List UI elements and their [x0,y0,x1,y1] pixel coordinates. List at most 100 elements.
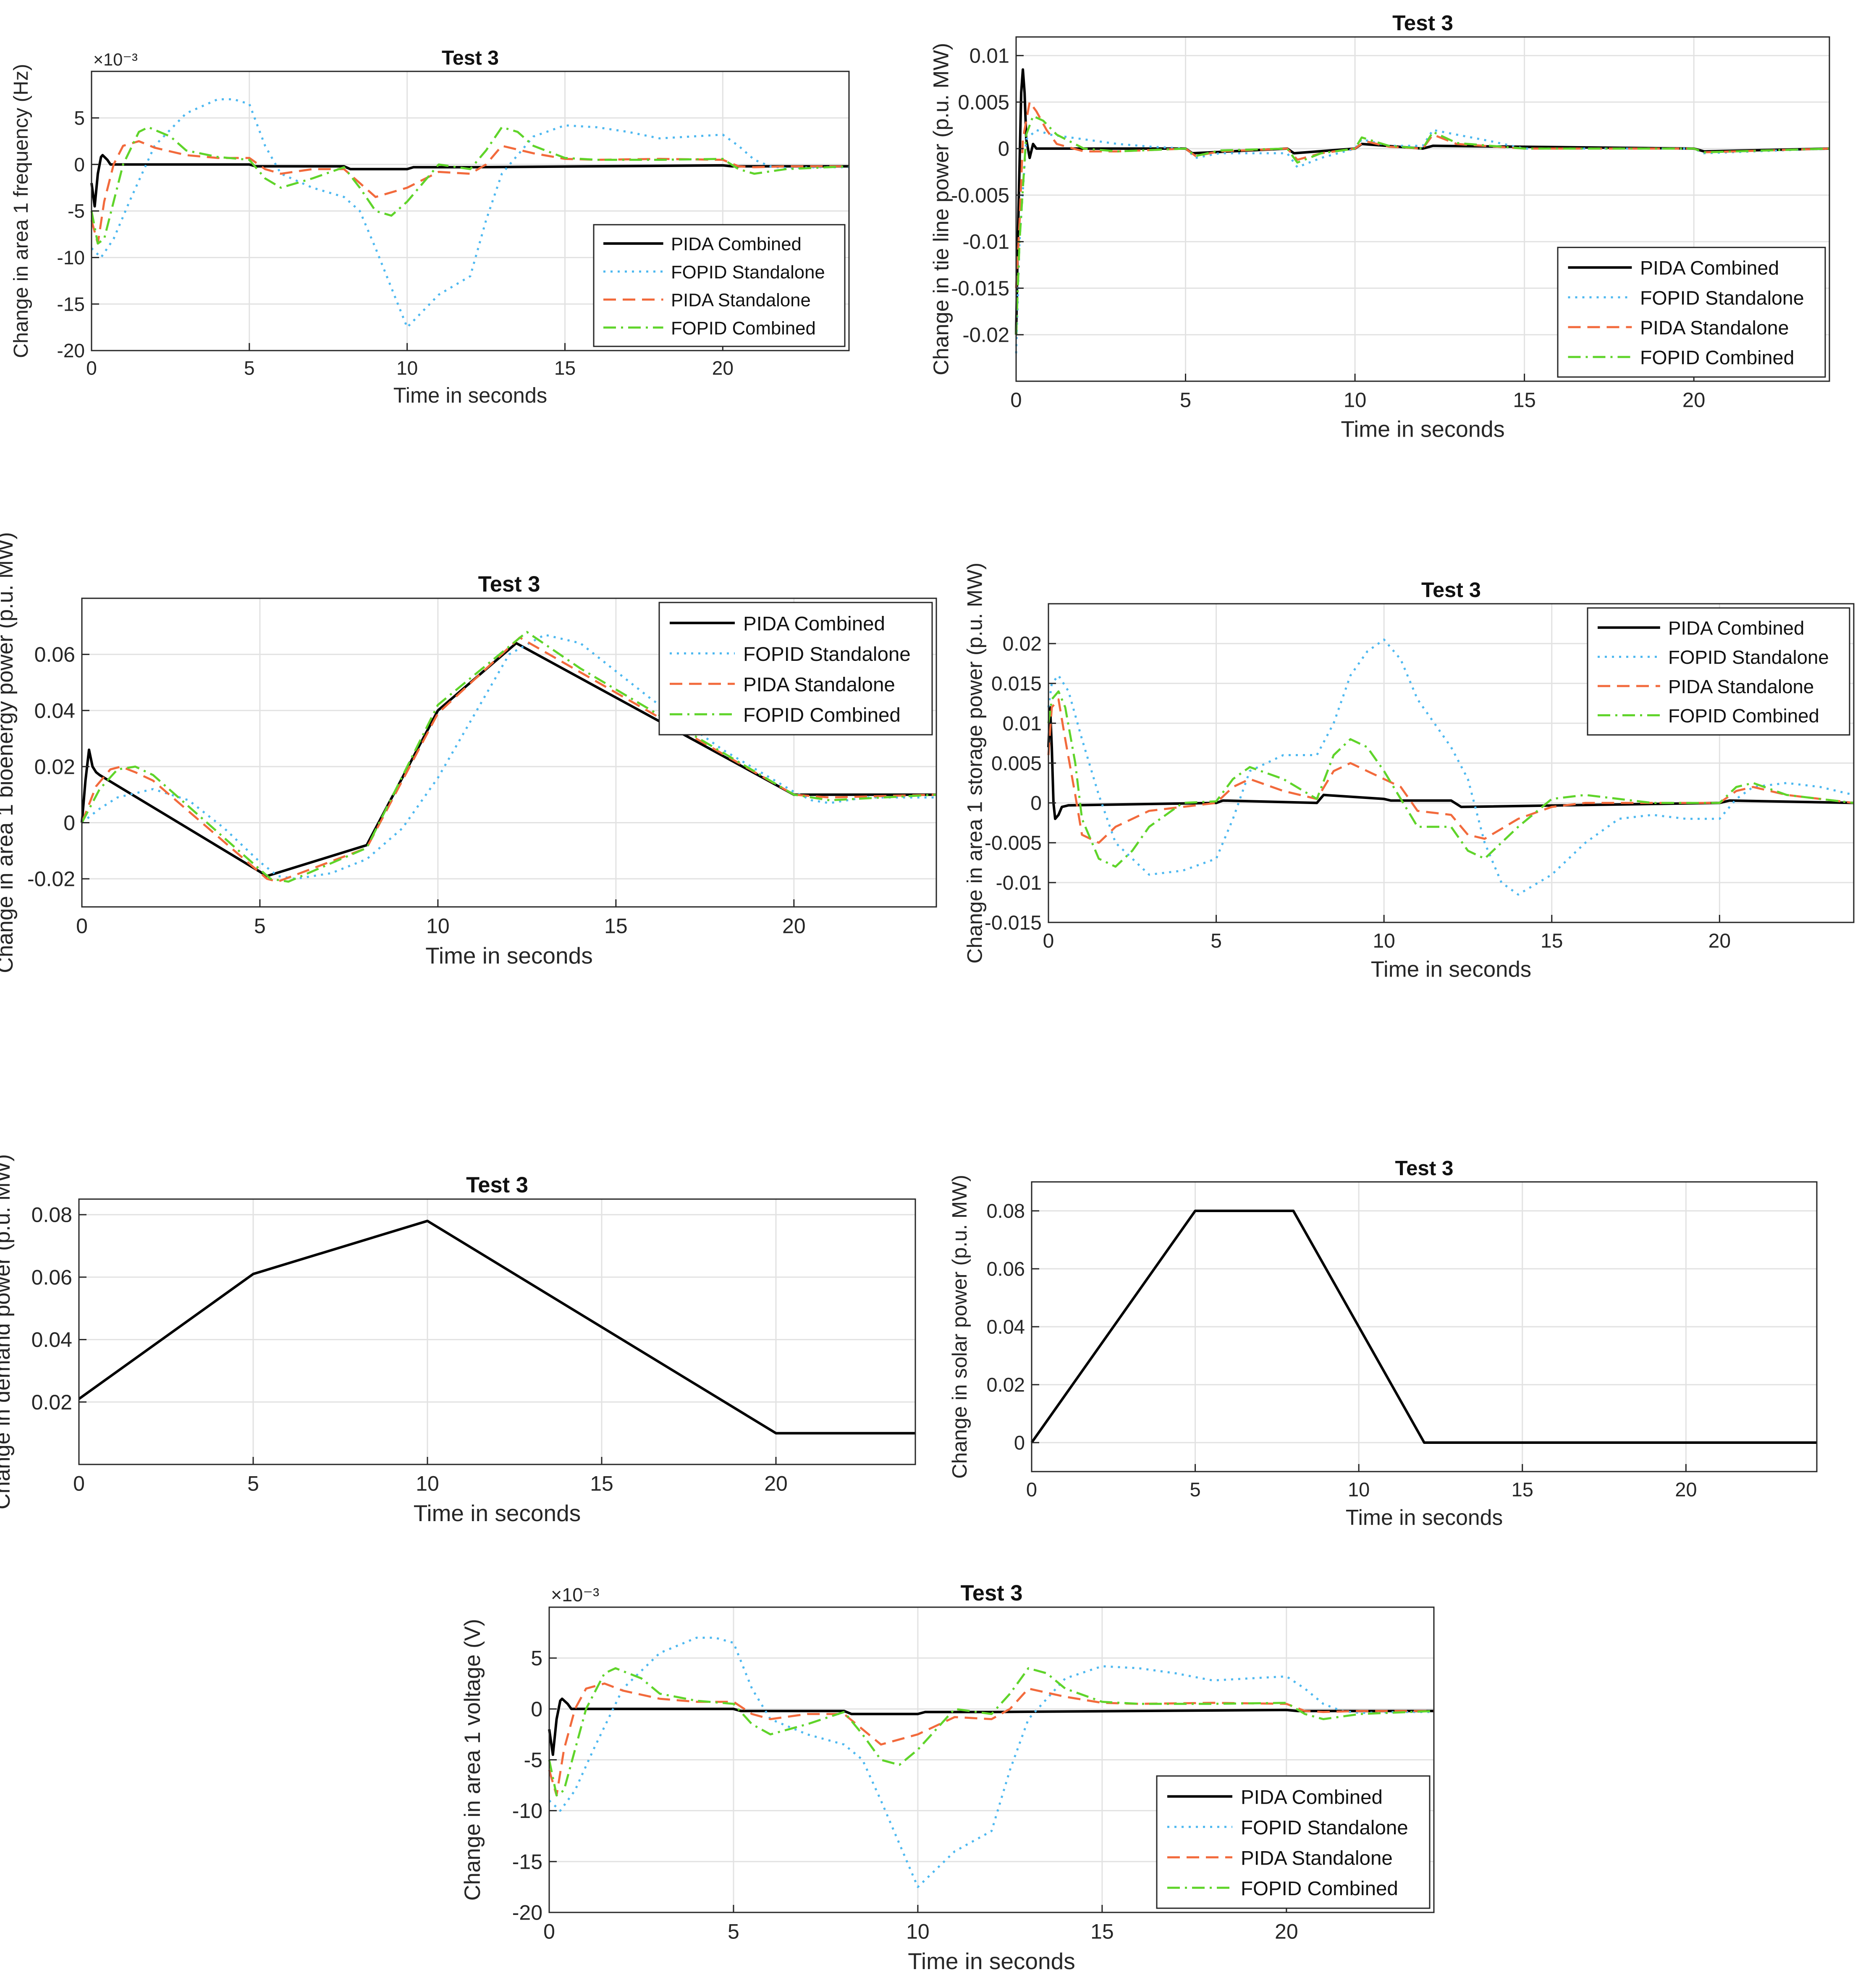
legend-entry: FOPID Standalone [1668,647,1829,668]
chart-title: Test 3 [961,1581,1023,1606]
x-tick-label: 0 [86,357,97,379]
series-line-pida-combined [548,1697,1434,1756]
series-line-fopid-combined [548,1667,1434,1797]
x-tick-label: 20 [1708,930,1731,952]
y-tick-label: -10 [512,1799,542,1823]
axes-box [1015,36,1830,382]
x-tick-label: 20 [764,1472,788,1496]
x-tick-label: 10 [416,1472,439,1496]
x-tick-label: 0 [76,914,88,938]
x-tick-label: 15 [1541,930,1563,952]
legend: PIDA Combined FOPID Standalone PIDA Standa… [658,602,933,736]
y-tick-label: -20 [57,340,85,361]
chart-tie: 0 5 10 15 20 0.01 0.005 0 -0.005 -0.01 -0.015 -0.02… [928,10,1830,442]
x-tick-label: 5 [1211,930,1222,952]
y-tick-label: -0.005 [985,832,1042,854]
y-axis-label: Change in area 1 storage power (p.u. MW) [963,563,987,964]
legend-entry: PIDA Standalone [1668,676,1814,697]
x-tick-label: 10 [396,357,418,379]
legend-entry: FOPID Standalone [1241,1817,1408,1839]
series-line-fopid-combined [1015,115,1830,335]
y-tick-label: 0 [1030,792,1042,815]
legend-entry: PIDA Standalone [743,673,895,696]
y-tick-label: 0 [998,138,1009,160]
y-tick-label: 0.005 [958,91,1009,114]
x-tick-label: 10 [1344,389,1367,411]
legend-entry: PIDA Combined [743,613,885,635]
x-tick-label: 10 [1373,930,1395,952]
y-tick-label: -5 [524,1748,542,1772]
y-axis-label: Change in area 1 bioenergy power (p.u. M… [0,532,18,973]
axis-exponent: ×10⁻³ [551,1584,599,1606]
y-tick-label: 0.01 [1003,712,1042,735]
x-tick-label: 5 [244,357,255,379]
y-tick-label: 0.04 [987,1315,1025,1338]
legend-box [593,224,846,347]
legend-entry: PIDA Standalone [671,290,811,311]
y-tick-label: -15 [57,293,85,315]
x-tick-label: 10 [1348,1478,1370,1501]
chart-title: Test 3 [442,47,499,69]
x-tick-label: 0 [1026,1478,1037,1501]
legend-entry: FOPID Combined [1640,346,1794,368]
y-tick-label: 0.01 [969,45,1009,67]
chart-title: Test 3 [466,1173,528,1197]
y-axis-label: Change in area 1 frequency (Hz) [10,64,32,358]
series-line-solar [1030,1210,1817,1444]
x-tick-label: 15 [1090,1920,1114,1943]
legend: PIDA Combined FOPID Standalone PIDA Standa… [1557,246,1826,378]
x-axis-label: Time in seconds [908,1948,1075,1974]
y-tick-label: -0.01 [996,872,1042,894]
series-line-pida-standalone [90,140,849,245]
y-tick-label: -0.015 [985,912,1042,934]
x-axis-label: Time in seconds [1341,416,1504,442]
legend-entry: FOPID Combined [671,318,816,338]
x-tick-label: 0 [73,1472,85,1496]
legend: PIDA Combined FOPID Standalone PIDA Standa… [1156,1775,1431,1909]
x-axis-label: Time in seconds [393,383,547,407]
y-tick-label: 0 [63,811,75,835]
x-tick-label: 20 [1675,1478,1697,1501]
y-tick-label: 0.08 [31,1203,72,1227]
x-tick-label: 15 [590,1472,613,1496]
y-tick-label: 0.04 [31,1328,72,1352]
y-tick-label: 0 [74,154,85,175]
y-tick-label: 0.02 [34,755,75,778]
legend-entry: FOPID Combined [1241,1878,1398,1900]
series-line-fopid-standalone [1047,638,1854,896]
legend: PIDA Combined FOPID Standalone PIDA Standa… [1587,607,1850,736]
chart-demand: 0 5 10 15 20 0.08 0.06 0.04 0.02 Test 3 Time in se… [0,1154,916,1526]
chart-freq: 0 5 10 15 20 5 0 -5 -10 -15 -20 ×10⁻³ Test 3 Time in … [10,47,850,407]
legend-box [1156,1775,1431,1909]
legend-entry: PIDA Combined [671,234,802,254]
y-tick-label: -15 [512,1850,542,1873]
x-tick-label: 5 [254,914,266,938]
x-tick-label: 0 [1010,389,1022,411]
chart-title: Test 3 [1395,1157,1454,1180]
x-tick-label: 5 [728,1920,739,1943]
series-line-pida-combined [1015,68,1830,335]
chart-title: Test 3 [1421,578,1481,602]
x-axis-label: Time in seconds [414,1500,581,1526]
y-tick-label: 0.02 [31,1391,72,1414]
y-tick-label: 0.015 [991,673,1042,695]
y-tick-label: -20 [512,1901,542,1925]
legend-entry: FOPID Standalone [1640,287,1804,309]
series-line-pida-standalone [1015,101,1830,288]
y-tick-label: -0.02 [27,867,75,891]
legend-entry: FOPID Combined [743,704,901,726]
series-line-fopid-combined [90,126,849,245]
x-tick-label: 20 [712,357,734,379]
legend-entry: PIDA Standalone [1241,1847,1393,1869]
y-tick-label: 0.06 [34,643,75,666]
x-tick-label: 15 [1513,389,1536,411]
x-tick-label: 5 [247,1472,259,1496]
x-axis-label: Time in seconds [425,943,592,969]
y-tick-label: 0.06 [987,1257,1025,1280]
legend-entry: FOPID Standalone [743,643,911,665]
legend-box [1557,246,1826,378]
x-tick-label: 15 [554,357,576,379]
x-tick-label: 15 [1512,1478,1533,1501]
